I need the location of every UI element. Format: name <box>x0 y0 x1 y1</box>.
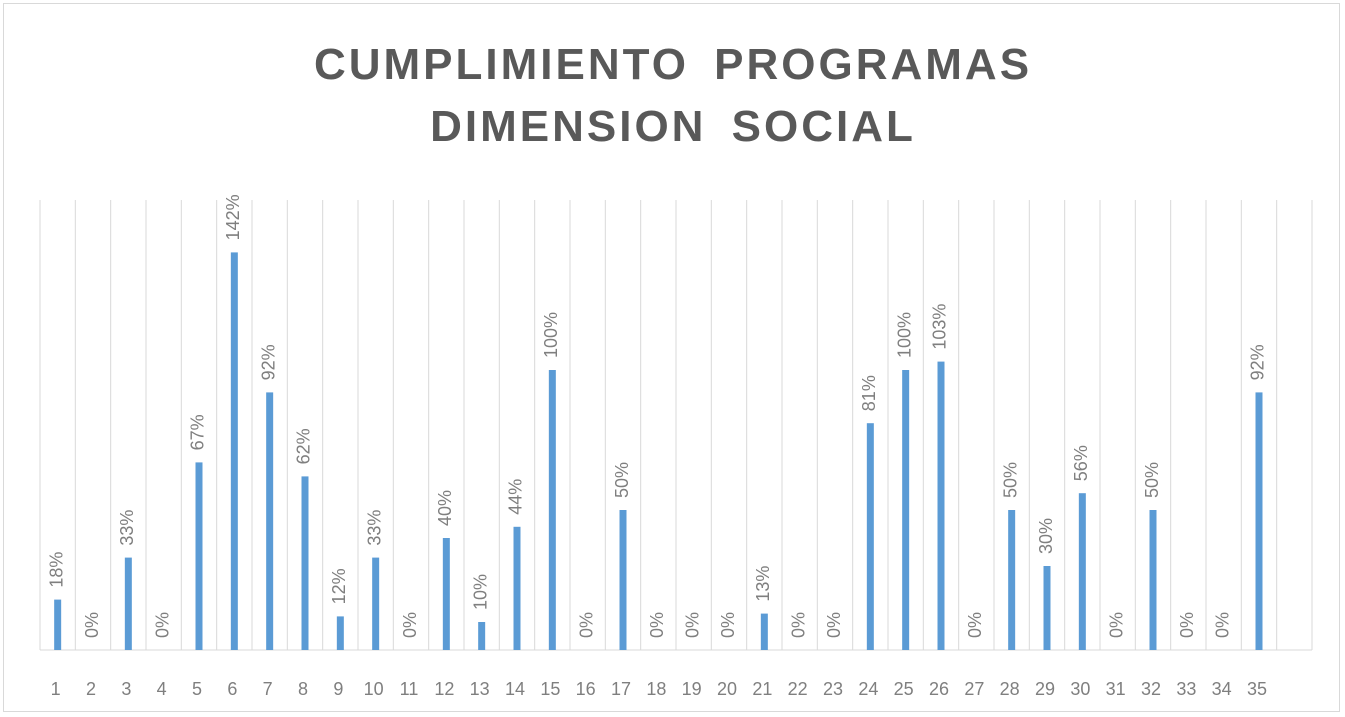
bar <box>478 622 486 650</box>
bar <box>1149 510 1157 650</box>
bar <box>1078 493 1086 650</box>
bar <box>442 538 450 650</box>
bar <box>266 392 274 650</box>
x-tick-label: 26 <box>929 679 949 699</box>
x-tick-label: 10 <box>364 679 384 699</box>
data-label: 62% <box>294 428 314 464</box>
bar <box>548 370 556 650</box>
bar <box>195 462 203 650</box>
data-label: 33% <box>117 510 137 546</box>
data-label: 0% <box>1106 612 1126 638</box>
data-label: 92% <box>1248 344 1268 380</box>
data-label: 13% <box>753 566 773 602</box>
x-tick-label: 11 <box>400 679 419 699</box>
x-tick-label: 18 <box>646 679 666 699</box>
data-label: 0% <box>152 612 172 638</box>
x-tick-label: 3 <box>121 679 131 699</box>
x-tick-label: 12 <box>434 679 454 699</box>
data-label: 100% <box>541 312 561 358</box>
x-tick-label: 13 <box>470 679 490 699</box>
data-label: 18% <box>46 552 66 588</box>
data-label: 0% <box>682 612 702 638</box>
data-label: 30% <box>1036 518 1056 554</box>
x-tick-label: 6 <box>227 679 237 699</box>
x-tick-label: 24 <box>858 679 878 699</box>
bar <box>1255 392 1263 650</box>
bar <box>1043 566 1051 650</box>
data-label: 50% <box>612 462 632 498</box>
x-tick-label: 21 <box>752 679 772 699</box>
x-tick-label: 31 <box>1106 679 1126 699</box>
bar <box>513 526 521 650</box>
x-tick-label: 34 <box>1212 679 1232 699</box>
data-label: 81% <box>859 375 879 411</box>
x-tick-label: 14 <box>505 679 525 699</box>
bar <box>336 616 344 650</box>
x-tick-label: 30 <box>1070 679 1090 699</box>
data-label: 142% <box>223 194 243 240</box>
data-label: 0% <box>824 612 844 638</box>
bar <box>902 370 910 650</box>
x-tick-label: 29 <box>1035 679 1055 699</box>
data-label: 92% <box>258 344 278 380</box>
x-tick-label: 16 <box>576 679 596 699</box>
x-tick-label: 8 <box>298 679 308 699</box>
x-tick-label: 7 <box>263 679 273 699</box>
data-label: 56% <box>1071 445 1091 481</box>
x-tick-label: 33 <box>1176 679 1196 699</box>
chart-border <box>3 3 1340 712</box>
bar <box>760 613 768 650</box>
data-label: 0% <box>1177 612 1197 638</box>
chart-title: CUMPLIMIENTO PROGRAMAS DIMENSION SOCIAL <box>313 40 1033 151</box>
bar <box>124 557 132 650</box>
data-label: 40% <box>435 490 455 526</box>
bar <box>54 599 62 650</box>
x-tick-label: 2 <box>86 679 96 699</box>
bar <box>1008 510 1016 650</box>
bar <box>372 557 380 650</box>
data-label: 0% <box>718 612 738 638</box>
x-tick-label: 27 <box>964 679 984 699</box>
x-tick-label: 19 <box>682 679 702 699</box>
x-tick-label: 9 <box>333 679 343 699</box>
x-tick-label: 35 <box>1247 679 1267 699</box>
data-label: 33% <box>364 510 384 546</box>
data-label: 44% <box>506 479 526 515</box>
data-label: 10% <box>470 574 490 610</box>
data-label: 0% <box>1212 612 1232 638</box>
x-tick-label: 1 <box>51 679 61 699</box>
bar <box>866 423 874 650</box>
data-label: 50% <box>1000 462 1020 498</box>
data-label: 12% <box>329 568 349 604</box>
data-label: 0% <box>82 612 102 638</box>
data-label: 100% <box>894 312 914 358</box>
data-label: 0% <box>576 612 596 638</box>
x-tick-label: 20 <box>717 679 737 699</box>
x-tick-label: 15 <box>540 679 560 699</box>
x-tick-label: 28 <box>1000 679 1020 699</box>
x-tick-label: 23 <box>823 679 843 699</box>
data-label: 0% <box>647 612 667 638</box>
data-label: 0% <box>788 612 808 638</box>
x-tick-label: 22 <box>788 679 808 699</box>
data-label: 0% <box>965 612 985 638</box>
bar <box>230 252 238 650</box>
data-label: 50% <box>1142 462 1162 498</box>
data-label: 0% <box>400 612 420 638</box>
x-tick-label: 5 <box>192 679 202 699</box>
data-label: 67% <box>188 414 208 450</box>
data-label: 103% <box>930 304 950 350</box>
x-tick-label: 32 <box>1141 679 1161 699</box>
bar <box>619 510 627 650</box>
x-tick-label: 17 <box>611 679 631 699</box>
x-tick-label: 25 <box>894 679 914 699</box>
bar <box>301 476 309 650</box>
x-tick-label: 4 <box>157 679 167 699</box>
bar <box>937 361 945 650</box>
